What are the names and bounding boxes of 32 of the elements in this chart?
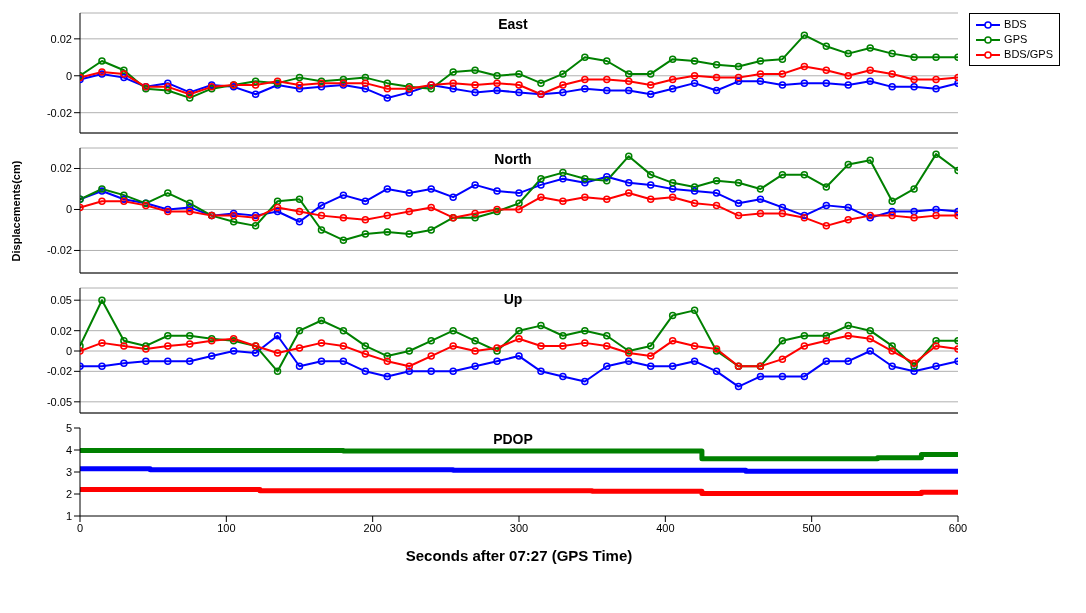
y-tick-label: 0.02 — [50, 162, 72, 175]
y-tick-label: 0 — [65, 203, 72, 216]
y-tick-label: -0.02 — [46, 365, 72, 378]
x-tick-label: 400 — [656, 521, 675, 534]
y-tick-label: 0 — [65, 344, 72, 357]
y-tick-label: 0.02 — [50, 324, 72, 337]
y-tick-label: 4 — [65, 443, 72, 456]
chart-title: East — [497, 16, 529, 32]
x-tick-label: 300 — [509, 521, 529, 534]
x-tick-label: 0 — [76, 521, 84, 534]
y-tick-label: -0.05 — [46, 395, 72, 408]
legend-label: GPS — [1004, 32, 1028, 47]
x-tick-label: 500 — [802, 521, 821, 534]
chart-title: Up — [503, 291, 523, 307]
y-tick-label: -0.02 — [46, 244, 72, 257]
x-axis-title: Seconds after 07:27 (GPS Time) — [405, 547, 633, 564]
y-tick-label: 3 — [65, 465, 72, 478]
y-tick-label: 0.02 — [50, 32, 72, 45]
legend-label: BDS — [1004, 17, 1027, 32]
y-tick-label: 2 — [65, 487, 72, 500]
y-tick-label: 0.05 — [50, 294, 72, 307]
y-tick-label: 0 — [65, 69, 72, 82]
legend-label: BDS/GPS — [1004, 47, 1053, 62]
y-tick-label: -0.02 — [46, 106, 72, 119]
y-tick-label: 5 — [65, 421, 72, 434]
y-tick-label: 1 — [65, 509, 72, 522]
x-tick-label: 600 — [948, 521, 968, 534]
y-axis-title: Displacements(cm) — [10, 160, 22, 261]
x-tick-label: 200 — [363, 521, 382, 534]
chart-title: PDOP — [493, 431, 533, 447]
x-tick-label: 100 — [217, 521, 236, 534]
chart-title: North — [494, 151, 532, 167]
